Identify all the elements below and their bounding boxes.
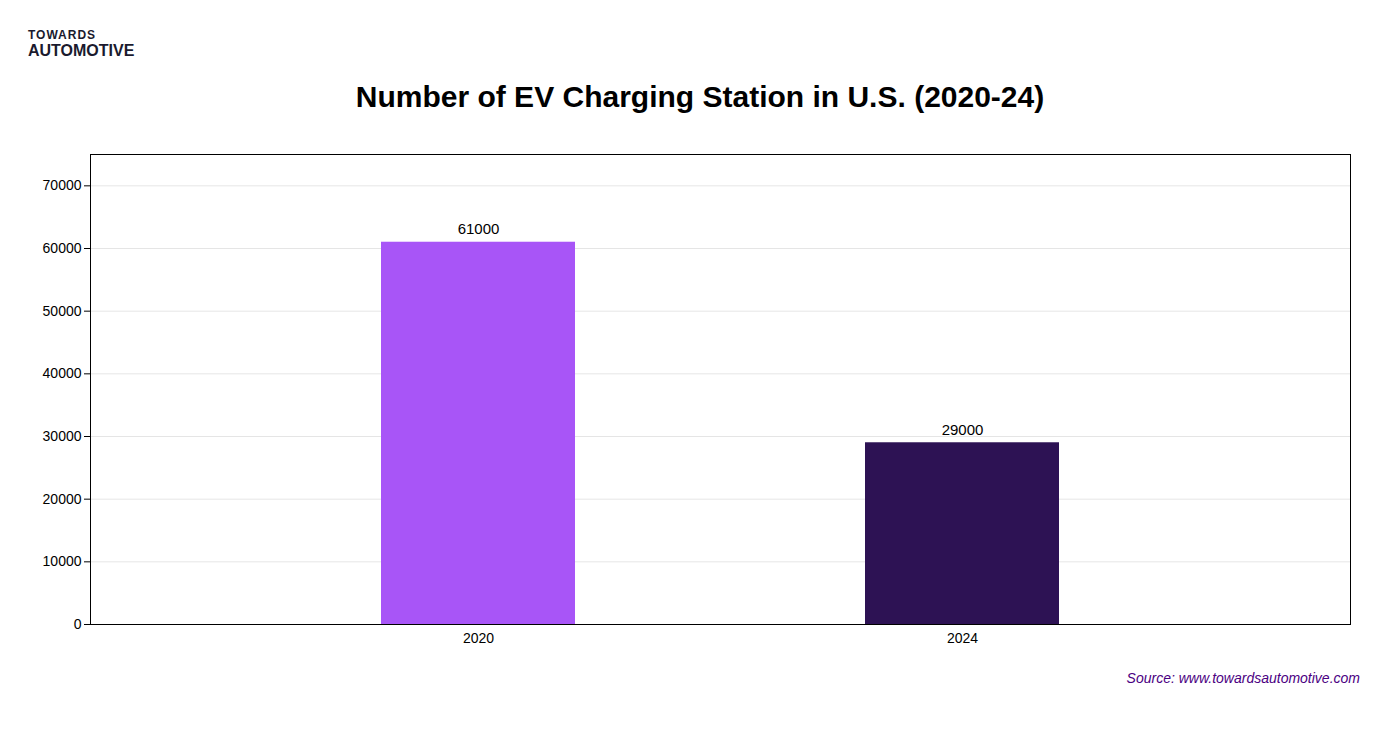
svg-text:70000: 70000 (43, 177, 82, 193)
svg-text:30000: 30000 (43, 428, 82, 444)
svg-text:50000: 50000 (43, 303, 82, 319)
html-text:Number of EV Charging Station: Number of EV Charging Station in U.S. (2… (355, 80, 1045, 113)
html-text:AUTOMOTIVE: AUTOMOTIVE (28, 41, 135, 59)
svg-text:20000: 20000 (43, 491, 82, 507)
svg-text:40000: 40000 (43, 365, 82, 381)
html-text:TOWARDS: TOWARDS (28, 27, 97, 42)
svg-text:60000: 60000 (43, 240, 82, 256)
html-text:Source: www.towardsautomotive.: Source: www.towardsautomotive.com (1126, 670, 1360, 686)
svg-text:2024: 2024 (947, 630, 978, 646)
svg-text:0: 0 (74, 616, 82, 632)
svg-text:2020: 2020 (463, 630, 494, 646)
svg-text:29000: 29000 (942, 421, 984, 438)
svg-text:10000: 10000 (43, 553, 82, 569)
svg-text:61000: 61000 (458, 220, 500, 237)
